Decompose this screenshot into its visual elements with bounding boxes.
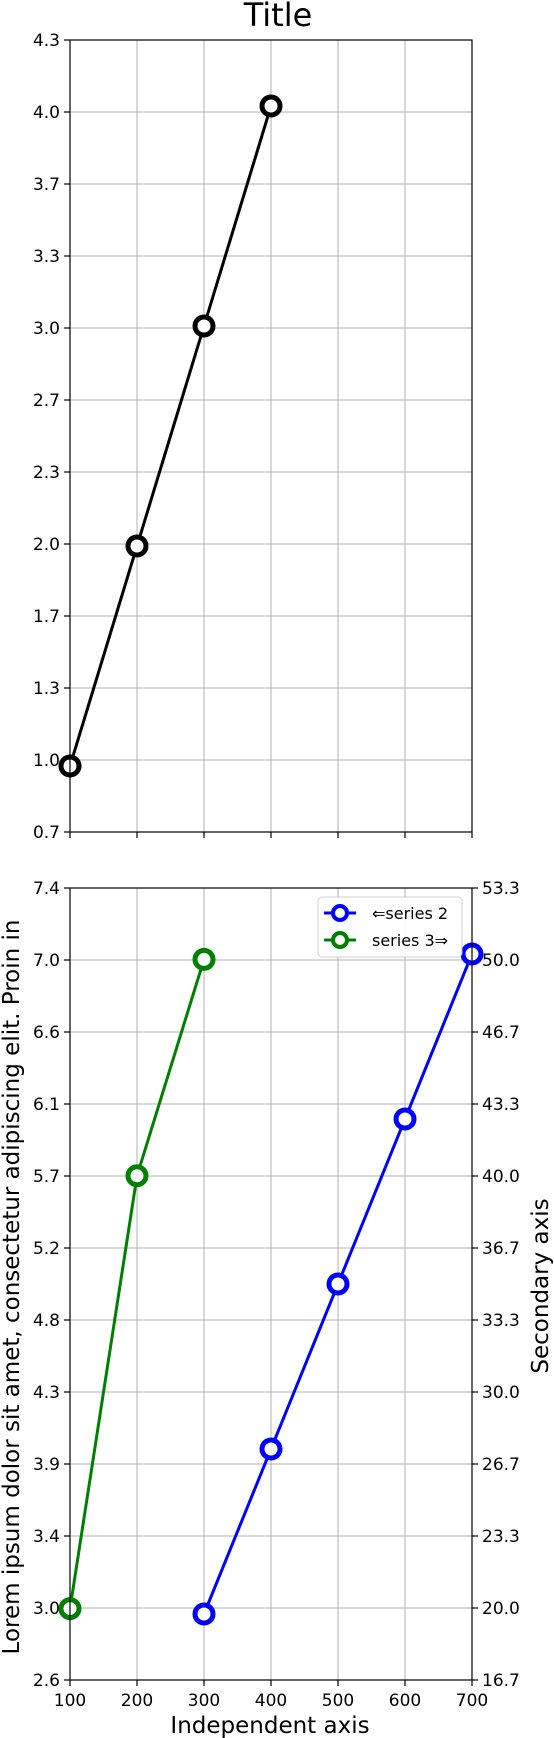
y2-tick-label: 46.7 xyxy=(482,1023,520,1043)
y-tick-label: 2.6 xyxy=(33,1671,60,1691)
y-tick-label: 6.6 xyxy=(33,1023,60,1043)
x-tick-label: 700 xyxy=(456,1691,488,1711)
y-tick-label: 1.0 xyxy=(33,751,60,771)
x-axis-label: Independent axis xyxy=(170,1713,369,1738)
x-tick-label: 400 xyxy=(255,1691,287,1711)
y-tick-label: 4.3 xyxy=(33,31,60,51)
x-tick-label: 300 xyxy=(188,1691,220,1711)
y-tick-label: 3.3 xyxy=(33,247,60,267)
data-point xyxy=(259,94,283,118)
y2-tick-label: 23.3 xyxy=(482,1527,520,1547)
y2-tick-label: 40.0 xyxy=(482,1167,520,1187)
y-tick-label: 3.0 xyxy=(33,319,60,339)
y-tick-label: 4.3 xyxy=(33,1383,60,1403)
data-point xyxy=(192,947,216,971)
y-tick-label: 2.3 xyxy=(33,463,60,483)
data-point xyxy=(393,1107,417,1131)
y2-tick-label: 20.0 xyxy=(482,1599,520,1619)
y2-tick-label: 43.3 xyxy=(482,1095,520,1115)
y-tick-label: 3.9 xyxy=(33,1455,60,1475)
y2-tick-label: 30.0 xyxy=(482,1383,520,1403)
legend-label: series 3⇒ xyxy=(372,931,448,950)
data-point xyxy=(125,534,149,558)
y-tick-label: 1.7 xyxy=(33,607,60,627)
y2-tick-label: 33.3 xyxy=(482,1311,520,1331)
y2-tick-label: 53.3 xyxy=(482,879,520,899)
y-tick-label: 2.0 xyxy=(33,535,60,555)
y-tick-label: 5.7 xyxy=(33,1167,60,1187)
y-tick-label: 1.3 xyxy=(33,679,60,699)
y-tick-label: 4.0 xyxy=(33,103,60,123)
y2-tick-label: 36.7 xyxy=(482,1239,520,1259)
y-axis-label: Lorem ipsum dolor sit amet, consectetur … xyxy=(0,920,25,1655)
y-tick-label: 5.2 xyxy=(33,1239,60,1259)
x-tick-label: 500 xyxy=(322,1691,354,1711)
data-point xyxy=(259,1437,283,1461)
y2-tick-label: 26.7 xyxy=(482,1455,520,1475)
series-line xyxy=(68,105,273,767)
plot-frame xyxy=(69,39,473,833)
legend-marker xyxy=(331,931,349,949)
data-point xyxy=(326,1272,350,1296)
y-tick-label: 2.7 xyxy=(33,391,60,411)
data-point xyxy=(125,1164,149,1188)
chart-title: Title xyxy=(243,0,313,34)
x-tick-label: 200 xyxy=(121,1691,153,1711)
y-tick-label: 0.7 xyxy=(33,823,60,843)
y2-tick-label: 50.0 xyxy=(482,951,520,971)
y-tick-label: 7.0 xyxy=(33,951,60,971)
x-tick-label: 600 xyxy=(389,1691,421,1711)
plot-frame xyxy=(69,887,473,1681)
data-point xyxy=(192,314,216,338)
legend-marker xyxy=(331,904,349,922)
y-tick-label: 3.4 xyxy=(33,1527,60,1547)
y-tick-label: 4.8 xyxy=(33,1311,60,1331)
y-tick-label: 3.0 xyxy=(33,1599,60,1619)
secondary-y-axis-label: Secondary axis xyxy=(528,1198,554,1373)
legend-label: ⇐series 2 xyxy=(372,904,448,923)
x-tick-label: 100 xyxy=(54,1691,86,1711)
y2-tick-label: 16.7 xyxy=(482,1671,520,1691)
y-tick-label: 6.1 xyxy=(33,1095,60,1115)
y-tick-label: 7.4 xyxy=(33,879,60,899)
y-tick-label: 3.7 xyxy=(33,175,60,195)
data-point xyxy=(192,1602,216,1626)
